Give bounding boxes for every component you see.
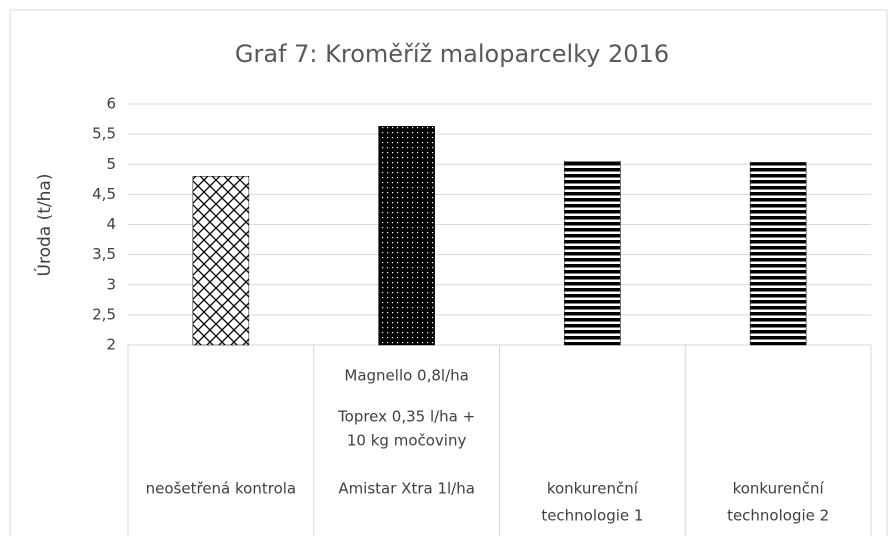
- x-tick-label: Magnello 0,8l/ha: [344, 367, 468, 385]
- bar: [192, 176, 250, 346]
- chart-title: Graf 7: Kroměříž maloparcelky 2016: [235, 40, 669, 68]
- x-tick-label: Toprex 0,35 l/ha +: [337, 408, 475, 426]
- x-tick-label: 10 kg močoviny: [347, 432, 467, 450]
- bar: [378, 126, 435, 346]
- y-tick-label: 3: [106, 275, 116, 293]
- y-tick-label: 4: [106, 215, 116, 233]
- y-tick-label: 2: [106, 336, 116, 354]
- x-tick-label: technologie 1: [541, 507, 643, 525]
- chart-border: [9, 9, 888, 536]
- y-tick-label: 4,5: [92, 185, 116, 203]
- x-tick-label: neošetřená kontrola: [146, 480, 296, 498]
- x-tick-label: konkurenční: [733, 480, 825, 498]
- x-tick-label: technologie 2: [727, 507, 829, 525]
- y-axis-label: Úroda (t/ha): [33, 174, 55, 277]
- y-tick-label: 5,5: [92, 125, 116, 143]
- y-tick-label: 3,5: [92, 245, 116, 263]
- y-tick-label: 6: [106, 95, 116, 113]
- bar: [749, 162, 807, 346]
- x-tick-label: konkurenční: [547, 480, 639, 498]
- x-tick-label: Amistar Xtra 1l/ha: [338, 480, 475, 498]
- y-tick-label: 5: [106, 155, 116, 173]
- y-tick-label: 2,5: [92, 305, 116, 323]
- bar: [564, 160, 621, 346]
